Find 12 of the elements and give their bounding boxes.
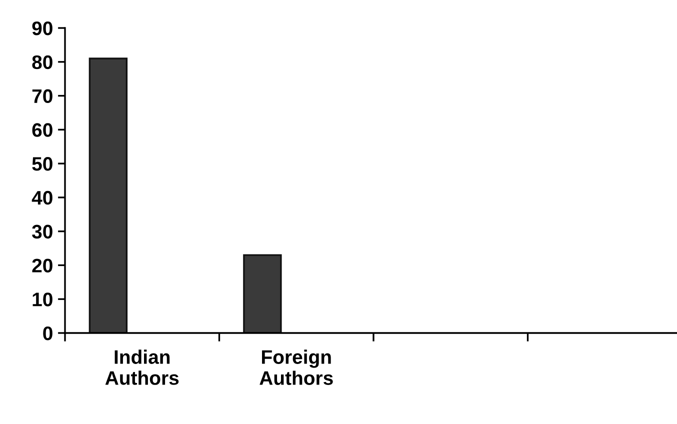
y-tick-label: 50: [32, 157, 52, 171]
y-tick-label: 60: [32, 123, 52, 137]
y-tick-label: 10: [32, 292, 52, 306]
y-tick-label: 80: [32, 55, 52, 70]
y-tick-label: 90: [32, 21, 52, 36]
y-tick-label: 40: [32, 190, 52, 205]
x-tick-label: Foreign Authors: [260, 350, 333, 385]
x-tick-label: Indian Authors: [105, 350, 179, 385]
y-tick-label: 30: [32, 224, 52, 239]
y-tick-label: 0: [43, 326, 52, 340]
y-tick-label: 20: [32, 258, 52, 272]
y-tick-label: 70: [32, 89, 52, 104]
